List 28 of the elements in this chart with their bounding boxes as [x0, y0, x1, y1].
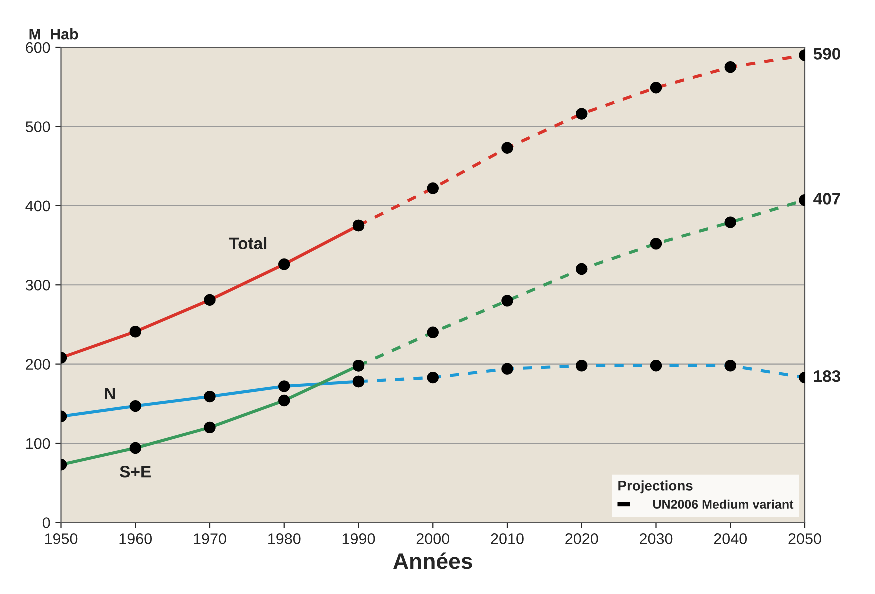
data-label: 407 [814, 193, 840, 205]
y-tick-label: 400 [26, 200, 50, 212]
x-tick-label: 2030 [640, 534, 673, 544]
x-tick-label: 2010 [491, 534, 524, 544]
series-label: N [105, 388, 116, 400]
legend-title: Projections [618, 480, 693, 494]
series-label: Total [229, 237, 267, 250]
data-label: 183 [814, 370, 841, 382]
x-tick-label: 1990 [342, 534, 376, 544]
x-tick-label: 1980 [268, 534, 301, 544]
x-tick-label: 2050 [788, 534, 822, 544]
series-label: S+E [120, 466, 151, 478]
x-tick-label: 2040 [714, 534, 748, 544]
data-label: 590 [814, 48, 840, 60]
y-tick-label: 300 [26, 280, 50, 291]
x-tick-label: 2020 [566, 534, 598, 544]
x-tick-label: 1970 [194, 534, 226, 544]
y-tick-label: 500 [26, 122, 50, 132]
y-tick-label: 100 [26, 438, 50, 450]
x-tick-label: 1950 [45, 534, 78, 544]
y-axis-title: M Hab [30, 28, 78, 40]
y-tick-label: 200 [26, 359, 50, 370]
y-tick-label: 600 [26, 42, 50, 54]
legend-label: UN2006 Medium variant [653, 500, 794, 509]
x-tick-label: 2000 [416, 534, 450, 544]
y-tick-label: 0 [42, 518, 50, 528]
x-tick-label: 1960 [120, 534, 152, 544]
x-axis-title: Années [394, 552, 472, 570]
